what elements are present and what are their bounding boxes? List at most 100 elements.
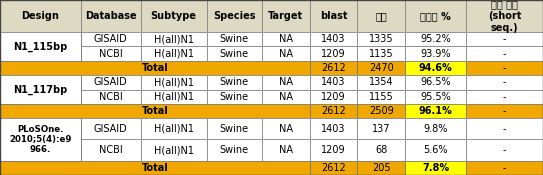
Bar: [357, 104, 405, 118]
Bar: [357, 61, 405, 75]
Text: -: -: [503, 49, 506, 59]
Text: 9.8%: 9.8%: [424, 124, 447, 134]
Text: GISAID: GISAID: [94, 124, 128, 134]
Text: N1_115bp: N1_115bp: [13, 41, 67, 52]
Bar: [207, 32, 262, 47]
Bar: [466, 0, 543, 32]
Bar: [405, 118, 466, 139]
Text: 1209: 1209: [321, 145, 346, 155]
Bar: [310, 118, 357, 139]
Bar: [310, 90, 357, 104]
Bar: [405, 61, 466, 75]
Text: -: -: [503, 163, 506, 173]
Bar: [405, 161, 466, 175]
Text: Total: Total: [141, 163, 168, 173]
Text: -: -: [503, 106, 506, 116]
Bar: [405, 75, 466, 90]
Text: Species: Species: [213, 11, 256, 21]
Bar: [81, 104, 141, 118]
Bar: [81, 0, 141, 32]
Text: 2509: 2509: [369, 106, 394, 116]
Bar: [81, 118, 141, 139]
Bar: [81, 32, 141, 47]
Bar: [0, 118, 81, 161]
Text: 1209: 1209: [321, 49, 346, 59]
Text: NCBI: NCBI: [99, 49, 123, 59]
Bar: [405, 0, 466, 32]
Bar: [207, 161, 262, 175]
Bar: [310, 47, 357, 61]
Text: 2612: 2612: [321, 106, 346, 116]
Bar: [207, 32, 262, 47]
Bar: [207, 90, 262, 104]
Bar: [357, 0, 405, 32]
Text: 1155: 1155: [369, 92, 394, 102]
Text: Swine: Swine: [220, 92, 249, 102]
Bar: [262, 75, 310, 90]
Text: Swine: Swine: [220, 34, 249, 44]
Text: 1403: 1403: [321, 34, 346, 44]
Text: H(all)N1: H(all)N1: [154, 77, 194, 88]
Bar: [310, 0, 357, 32]
Bar: [466, 47, 543, 61]
Bar: [405, 90, 466, 104]
Text: 68: 68: [375, 145, 387, 155]
Bar: [0, 32, 81, 61]
Bar: [0, 104, 310, 118]
Bar: [405, 90, 466, 104]
Bar: [310, 161, 357, 175]
Text: Swine: Swine: [220, 49, 249, 59]
Text: -: -: [503, 77, 506, 88]
Bar: [141, 32, 207, 47]
Bar: [81, 75, 141, 90]
Text: Swine: Swine: [220, 77, 249, 88]
Text: NA: NA: [279, 92, 293, 102]
Bar: [357, 90, 405, 104]
Bar: [310, 90, 357, 104]
Text: Swine: Swine: [220, 124, 249, 134]
Bar: [0, 75, 81, 104]
Text: -: -: [503, 34, 506, 44]
Bar: [466, 90, 543, 104]
Bar: [207, 139, 262, 161]
Text: NA: NA: [279, 145, 293, 155]
Text: PLoSOne.
2010;5(4):e9
966.: PLoSOne. 2010;5(4):e9 966.: [9, 125, 72, 154]
Bar: [357, 61, 405, 75]
Bar: [262, 0, 310, 32]
Bar: [466, 61, 543, 75]
Bar: [81, 90, 141, 104]
Text: 분석 제외
(short
seq.): 분석 제외 (short seq.): [488, 0, 521, 33]
Bar: [141, 32, 207, 47]
Bar: [81, 139, 141, 161]
Bar: [81, 139, 141, 161]
Bar: [310, 32, 357, 47]
Bar: [81, 47, 141, 61]
Text: 205: 205: [372, 163, 390, 173]
Text: Subtype: Subtype: [150, 11, 197, 21]
Bar: [81, 0, 141, 32]
Bar: [207, 75, 262, 90]
Bar: [357, 47, 405, 61]
Bar: [0, 0, 81, 32]
Bar: [141, 118, 207, 139]
Text: 2470: 2470: [369, 63, 394, 73]
Text: NA: NA: [279, 34, 293, 44]
Text: H(all)N1: H(all)N1: [154, 49, 194, 59]
Bar: [0, 161, 81, 175]
Text: NCBI: NCBI: [99, 145, 123, 155]
Bar: [405, 75, 466, 90]
Text: -: -: [503, 92, 506, 102]
Bar: [466, 75, 543, 90]
Text: 2612: 2612: [321, 163, 346, 173]
Text: Database: Database: [85, 11, 136, 21]
Bar: [357, 32, 405, 47]
Bar: [357, 118, 405, 139]
Bar: [141, 61, 207, 75]
Bar: [141, 90, 207, 104]
Bar: [405, 47, 466, 61]
Bar: [81, 90, 141, 104]
Bar: [207, 47, 262, 61]
Bar: [466, 104, 543, 118]
Bar: [81, 118, 141, 139]
Bar: [141, 118, 207, 139]
